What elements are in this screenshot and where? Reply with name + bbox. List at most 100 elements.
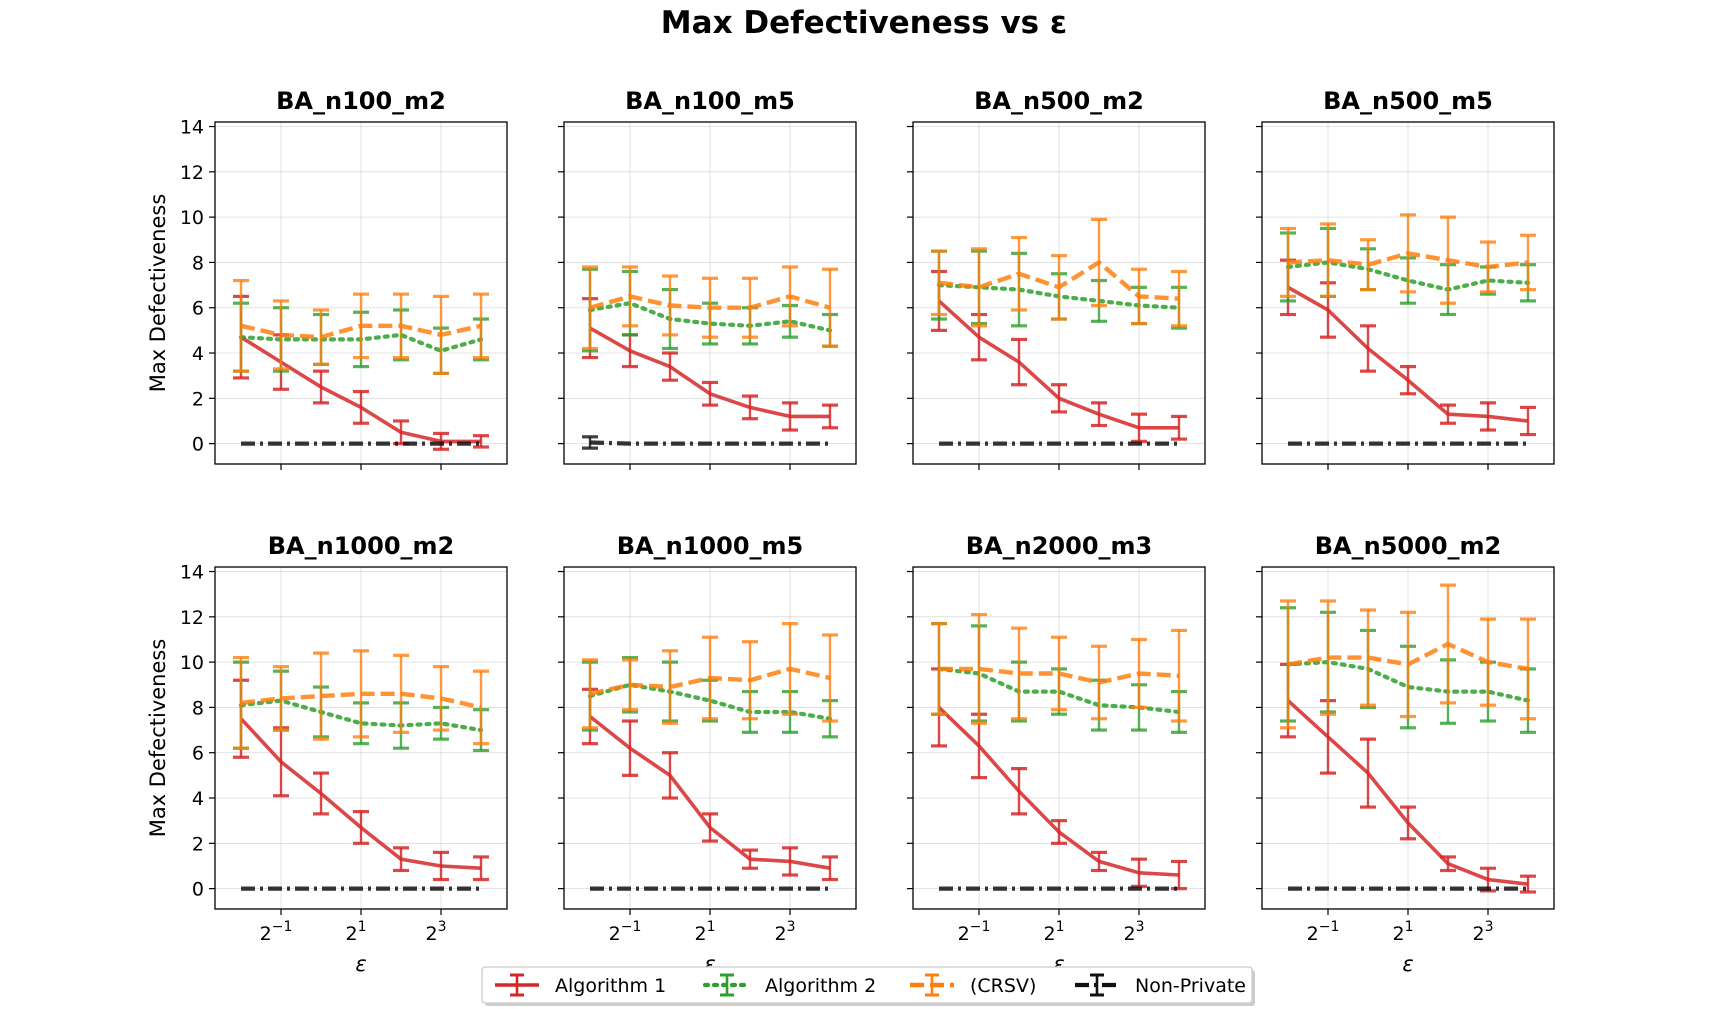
panel-title: BA_n500_m5	[1323, 87, 1493, 115]
series-crsv	[233, 649, 489, 750]
y-axis-label: Max Defectiveness	[146, 194, 170, 393]
series-crsv	[931, 217, 1187, 328]
series-line	[1286, 699, 1529, 886]
y-tick-label: 8	[192, 252, 204, 274]
panel-2: BA_n100_m5	[558, 87, 857, 470]
series-line	[1287, 641, 1529, 672]
series-crsv	[1280, 213, 1536, 305]
series-line	[240, 691, 482, 710]
x-tick-label: 2−1	[958, 919, 991, 945]
series-line	[937, 299, 1179, 430]
legend-entry: (CRSV)	[910, 973, 1036, 997]
series-line	[589, 440, 830, 446]
y-tick-label: 4	[192, 788, 204, 810]
y-tick-label: 2	[192, 833, 204, 855]
legend-label: Non-Private	[1135, 975, 1246, 997]
y-axis-label: Max Defectiveness	[146, 639, 170, 838]
legend-label: Algorithm 2	[765, 975, 876, 997]
series-line	[588, 715, 831, 870]
panel-title: BA_n2000_m3	[966, 532, 1152, 560]
y-tick-label: 0	[192, 879, 204, 901]
x-tick-label: 2−1	[260, 919, 293, 945]
axes-frame	[563, 121, 857, 465]
axes-frame	[1261, 121, 1555, 465]
y-tick-label: 2	[192, 388, 204, 410]
panel-title: BA_n500_m2	[974, 87, 1144, 115]
y-tick-label: 6	[192, 298, 204, 320]
panel-5: 0 2 4 6 8 10 12 14 2−1 21 23 BA_n1000_m2 Max Defecti…	[146, 532, 508, 976]
series-crsv	[582, 622, 838, 730]
y-tick-label: 10	[180, 207, 204, 229]
series-algorithm-1	[233, 678, 489, 882]
panel-title: BA_n100_m5	[625, 87, 795, 115]
panel-title: BA_n100_m2	[276, 87, 446, 115]
series-line	[589, 666, 831, 696]
series-line	[938, 260, 1180, 301]
y-tick-label: 0	[192, 434, 204, 456]
panel-4: BA_n500_m5	[1256, 87, 1555, 470]
legend-entry: Non-Private	[1075, 973, 1246, 997]
x-tick-label: 21	[1043, 919, 1064, 945]
y-tick-label: 6	[192, 743, 204, 765]
x-tick-label: 21	[694, 919, 715, 945]
y-tick-label: 4	[192, 343, 204, 365]
x-axis-label: ε	[1053, 952, 1064, 976]
legend-entry: Algorithm 2	[702, 973, 876, 997]
panels: 0 2 4 6 8 10 12 14 BA_n100_m2 Max Defectiveness BA…	[146, 87, 1555, 976]
x-tick-label: 2−1	[609, 919, 642, 945]
panel-8: 2−1 21 23 BA_n5000_m2 ε	[1256, 532, 1555, 976]
series-line	[589, 326, 830, 419]
series-non-private	[582, 435, 830, 450]
panel-6: 2−1 21 23 BA_n1000_m5 ε	[558, 532, 857, 976]
panel-7: 2−1 21 23 BA_n2000_m3 ε	[907, 532, 1206, 976]
y-tick-label: 14	[180, 562, 204, 584]
series-crsv	[233, 278, 489, 376]
x-axis-label: ε	[1402, 952, 1413, 976]
series-line	[937, 706, 1180, 877]
legend: Algorithm 1 Algorithm 2 (CRSV) Non-Private	[481, 966, 1255, 1006]
x-tick-label: 23	[774, 919, 795, 945]
x-tick-label: 21	[345, 919, 366, 945]
axes-frame	[214, 566, 508, 910]
series-algorithm-1	[582, 687, 838, 882]
axes-frame	[563, 566, 857, 910]
x-axis-label: ε	[704, 952, 715, 976]
panel-title: BA_n1000_m5	[617, 532, 803, 560]
series-line	[1287, 251, 1529, 270]
series-algorithm-1	[582, 297, 838, 432]
series-crsv	[1280, 583, 1536, 730]
panel-3: BA_n500_m2	[907, 87, 1206, 470]
y-tick-label: 8	[192, 697, 204, 719]
axes-frame	[1261, 566, 1555, 910]
y-tick-label: 12	[180, 162, 204, 184]
y-tick-label: 10	[180, 652, 204, 674]
axes-frame	[214, 121, 508, 465]
series-algorithm-1	[931, 667, 1187, 891]
x-tick-label: 23	[1472, 919, 1493, 945]
y-tick-label: 14	[180, 117, 204, 139]
series-crsv	[931, 612, 1187, 725]
y-tick-label: 12	[180, 607, 204, 629]
x-tick-label: 2−1	[1307, 919, 1340, 945]
series-line	[589, 294, 831, 310]
x-tick-label: 21	[1392, 919, 1413, 945]
series-line	[939, 666, 1180, 685]
x-tick-label: 23	[425, 919, 446, 945]
x-tick-label: 23	[1123, 919, 1144, 945]
panel-title: BA_n1000_m2	[268, 532, 454, 560]
x-axis-label: ε	[355, 952, 366, 976]
series-crsv	[582, 265, 838, 351]
series-line	[240, 323, 482, 340]
series-line	[1287, 285, 1529, 423]
axes-frame	[912, 121, 1206, 465]
series-line	[239, 717, 482, 870]
axes-frame	[912, 566, 1206, 910]
panel-title: BA_n5000_m2	[1315, 532, 1501, 560]
legend-entry: Algorithm 1	[495, 973, 666, 997]
legend-label: Algorithm 1	[555, 975, 666, 997]
series-algorithm-1	[1280, 258, 1536, 437]
panel-1: 0 2 4 6 8 10 12 14 BA_n100_m2 Max Defectiveness	[146, 87, 508, 470]
legend-box	[481, 966, 1253, 1004]
legend-label: (CRSV)	[970, 975, 1036, 997]
